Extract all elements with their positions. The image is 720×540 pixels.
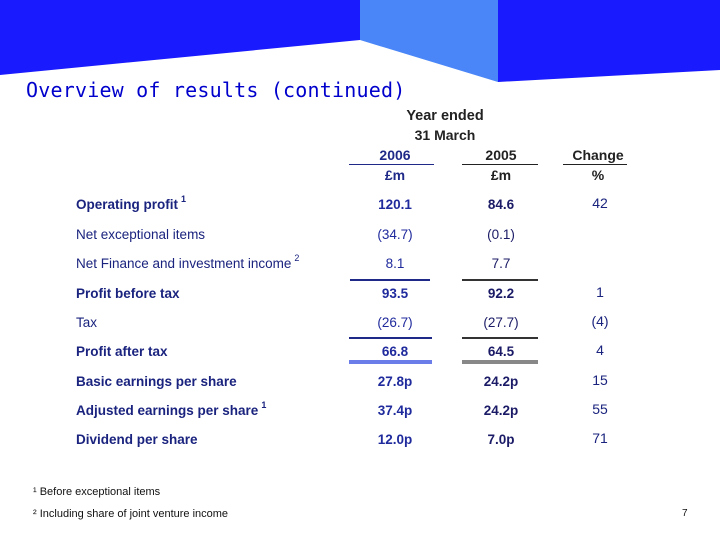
value-2006-basic-eps: 27.8p xyxy=(377,374,413,389)
rule-2006-after-tax-top xyxy=(349,337,432,339)
rule-2005-after-tax-bottom xyxy=(462,360,538,364)
value-2006-adjusted-eps: 37.4p xyxy=(377,403,413,418)
change-basic-eps: 15 xyxy=(592,372,608,388)
row-label-net-exceptional-items: Net exceptional items xyxy=(76,227,206,242)
row-label-profit-after-tax: Profit after tax xyxy=(76,344,168,359)
value-2006-operating-profit: 120.1 xyxy=(378,197,412,212)
header-change-rule xyxy=(563,164,627,165)
banner-middle-shape xyxy=(360,0,498,82)
sum-rule-2005 xyxy=(462,279,538,281)
change-dividend: 71 xyxy=(592,430,608,446)
row-label-net-finance-income: Net Finance and investment income 2 xyxy=(76,253,300,271)
row-label-profit-before-tax: Profit before tax xyxy=(76,286,180,301)
header-change-unit: % xyxy=(591,167,605,183)
value-2005-net-finance: 7.7 xyxy=(491,256,511,271)
page-number: 7 xyxy=(682,508,688,519)
row-label-basic-eps: Basic earnings per share xyxy=(76,374,237,389)
value-2006-net-finance: 8.1 xyxy=(385,256,405,271)
header-2006-unit: £m xyxy=(384,167,406,183)
header-change: Change xyxy=(572,147,624,163)
row-label-dividend-per-share: Dividend per share xyxy=(76,432,198,447)
change-tax: (4) xyxy=(591,313,609,329)
value-2005-dividend: 7.0p xyxy=(487,432,515,447)
header-2005-rule xyxy=(462,164,538,165)
banner-left-shape xyxy=(0,0,360,75)
value-2005-operating-profit: 84.6 xyxy=(487,197,515,212)
header-2006-year: 2006 xyxy=(379,147,411,163)
header-2005-year: 2005 xyxy=(485,147,517,163)
value-2006-dividend: 12.0p xyxy=(377,432,413,447)
value-2005-profit-before-tax: 92.2 xyxy=(487,286,515,301)
value-2005-profit-after-tax: 64.5 xyxy=(487,344,515,359)
change-profit-before-tax: 1 xyxy=(596,284,604,300)
footnote-2: ² Including share of joint venture incom… xyxy=(33,508,229,520)
banner-right-shape xyxy=(498,0,720,82)
value-2005-net-exceptional: (0.1) xyxy=(487,227,515,242)
change-operating-profit: 42 xyxy=(592,195,608,211)
change-profit-after-tax: 4 xyxy=(596,342,604,358)
value-2005-basic-eps: 24.2p xyxy=(483,374,519,389)
header-banner xyxy=(0,0,720,82)
header-date: 31 March xyxy=(414,127,476,143)
rule-2005-after-tax-top xyxy=(462,337,538,339)
row-label-adjusted-eps: Adjusted earnings per share 1 xyxy=(76,400,267,418)
footnote-1: ¹ Before exceptional items xyxy=(33,486,161,498)
header-2006-rule xyxy=(349,164,434,165)
value-2005-adjusted-eps: 24.2p xyxy=(483,403,519,418)
value-2005-tax: (27.7) xyxy=(483,315,519,330)
value-2006-net-exceptional: (34.7) xyxy=(377,227,413,242)
header-2005-unit: £m xyxy=(490,167,512,183)
value-2006-profit-before-tax: 93.5 xyxy=(381,286,409,301)
row-label-operating-profit: Operating profit 1 xyxy=(76,194,187,212)
header-year-ended: Year ended xyxy=(406,108,484,124)
change-adjusted-eps: 55 xyxy=(592,401,608,417)
sum-rule-2006 xyxy=(350,279,430,281)
row-label-tax: Tax xyxy=(76,315,98,330)
value-2006-tax: (26.7) xyxy=(377,315,413,330)
rule-2006-after-tax-bottom xyxy=(349,360,432,364)
page-title: Overview of results (continued) xyxy=(26,78,406,102)
value-2006-profit-after-tax: 66.8 xyxy=(381,344,409,359)
